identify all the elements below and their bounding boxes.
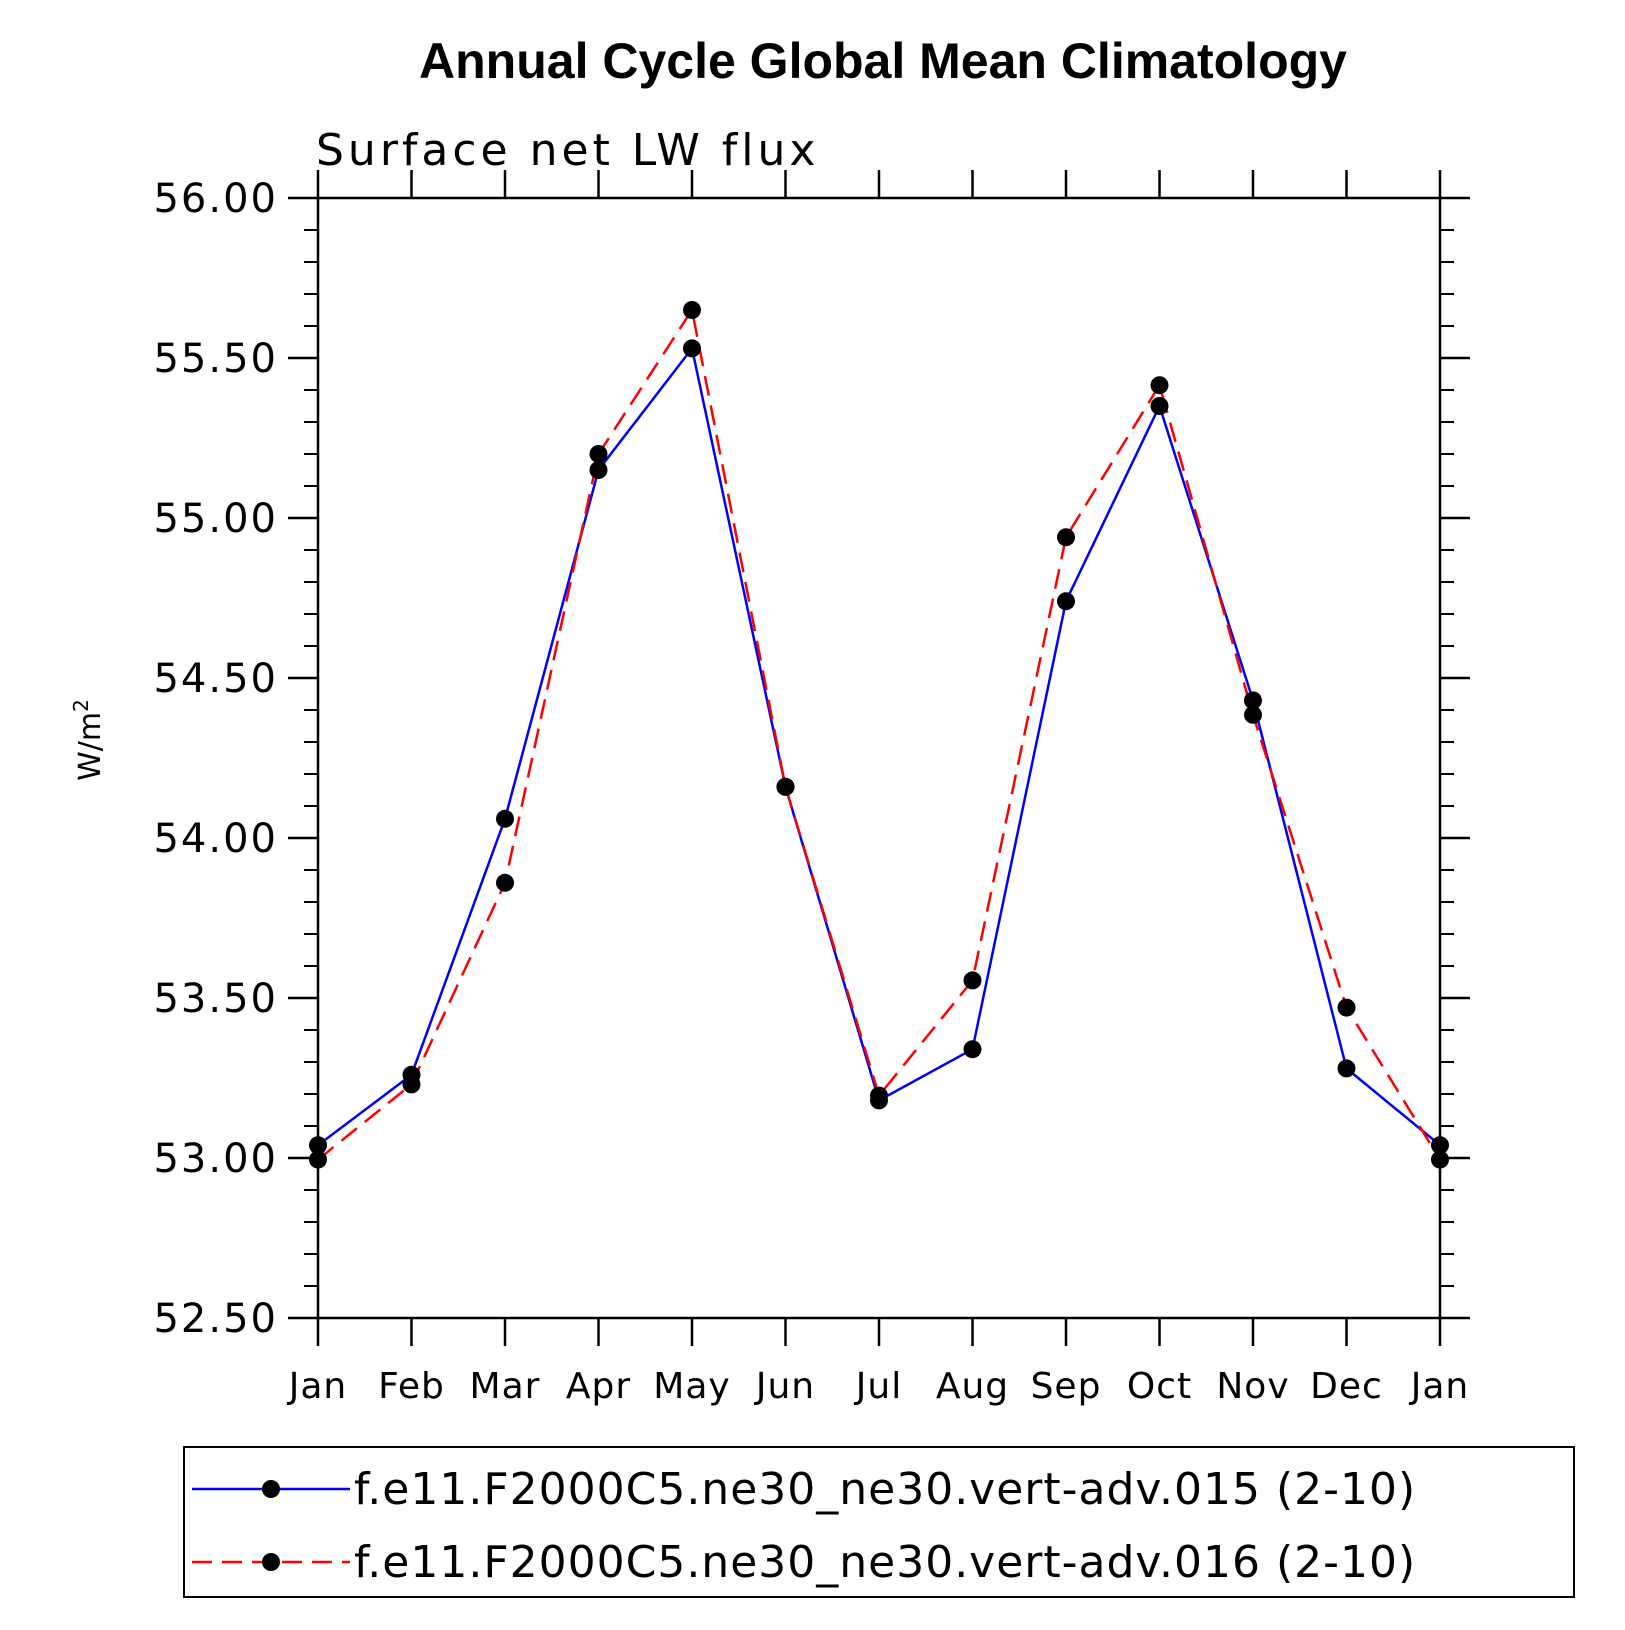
data-point-series-2 <box>1244 705 1262 724</box>
chart-subtitle: Surface net LW flux <box>316 125 819 176</box>
data-point-series-1 <box>1431 1136 1449 1155</box>
data-point-series-1 <box>589 461 608 479</box>
plot-area: 52.50 53.00 53.50 54.00 54.50 55.00 55.50 56.00… <box>153 170 1470 1407</box>
y-axis-label-text: W/m <box>73 712 108 781</box>
y-axis-label: W/m2 <box>69 699 108 781</box>
legend-label-series-1: f.e11.F2000C5.ne30_ne30.vert-adv.015 (2-… <box>354 1464 1416 1515</box>
x-tick-label: Jan <box>287 1366 348 1407</box>
x-tick-label: Jan <box>1409 1366 1470 1407</box>
x-tick-label: Mar <box>470 1366 541 1407</box>
x-tick-label: Dec <box>1310 1366 1383 1407</box>
data-point-series-2 <box>402 1075 421 1094</box>
data-point-series-1 <box>683 339 701 358</box>
data-point-series-1 <box>1150 397 1169 415</box>
y-tick-label: 55.50 <box>153 336 278 382</box>
x-tick-label: Aug <box>936 1366 1009 1407</box>
x-tick-label: Sep <box>1031 1366 1102 1407</box>
legend-marker-series-2 <box>262 1553 280 1571</box>
data-point-series-1 <box>963 1040 982 1059</box>
y-tick-label: 53.00 <box>153 1136 278 1182</box>
data-point-series-1 <box>309 1136 327 1155</box>
legend: f.e11.F2000C5.ne30_ne30.vert-adv.015 (2-… <box>183 1446 1575 1598</box>
x-tick-label: May <box>653 1366 730 1407</box>
x-tick-label: Jun <box>754 1366 815 1407</box>
x-tick-label: Feb <box>378 1366 445 1407</box>
x-tick-label: Oct <box>1127 1366 1192 1407</box>
data-point-series-2 <box>963 971 982 990</box>
chart-title: Annual Cycle Global Mean Climatology <box>419 33 1347 89</box>
y-tick-label: 56.00 <box>153 176 278 222</box>
x-tick-label: Apr <box>566 1366 631 1407</box>
y-tick-label: 54.50 <box>153 656 278 702</box>
legend-box <box>183 1446 1575 1598</box>
data-point-series-2 <box>309 1150 327 1169</box>
series-line-1 <box>317 345 1441 1147</box>
plot-frame <box>316 196 1442 1320</box>
x-tick-label: Nov <box>1216 1366 1289 1407</box>
y-tick-label: 53.50 <box>153 976 278 1022</box>
data-point-series-2 <box>496 873 514 892</box>
data-point-series-2 <box>589 445 608 463</box>
data-point-series-2 <box>1150 376 1169 395</box>
data-point-series-1 <box>1057 592 1075 611</box>
y-tick-label: 52.50 <box>153 1296 278 1342</box>
data-point-series-1 <box>1244 691 1262 710</box>
data-point-series-2 <box>683 301 701 319</box>
data-point-series-2 <box>1057 528 1075 547</box>
data-point-series-2 <box>1337 998 1356 1017</box>
data-point-series-2 <box>1431 1150 1449 1169</box>
data-point-series-2 <box>776 777 795 796</box>
data-point-series-2 <box>870 1086 888 1105</box>
svg-text:W/m2: W/m2 <box>69 699 108 781</box>
y-tick-label: 55.00 <box>153 496 278 542</box>
y-tick-label: 54.00 <box>153 816 278 862</box>
data-point-series-1 <box>1337 1059 1356 1078</box>
x-tick-label: Jul <box>854 1366 902 1407</box>
series-line-2 <box>317 306 1442 1161</box>
y-axis-label-superscript: 2 <box>69 699 93 712</box>
legend-label-series-2: f.e11.F2000C5.ne30_ne30.vert-adv.016 (2-… <box>354 1537 1416 1588</box>
legend-marker-series-1 <box>262 1480 280 1498</box>
data-point-series-1 <box>496 809 514 828</box>
